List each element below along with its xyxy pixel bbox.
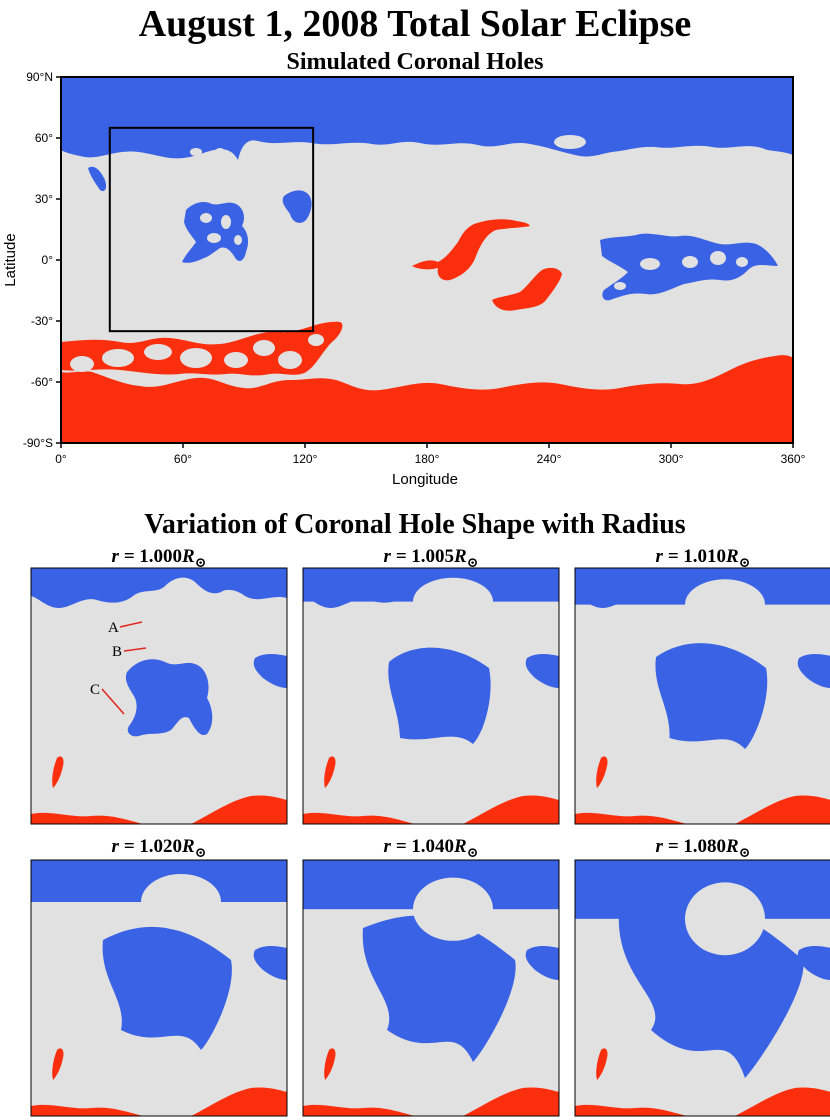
panel-radius-label: r = 1.005R⊙ [383, 546, 479, 571]
y-tick-label: 30° [35, 192, 53, 206]
annotation-arrow [119, 621, 143, 628]
y-tick-label: 60° [35, 131, 53, 145]
panel-frame [302, 567, 560, 825]
polar-hole-gap [685, 579, 765, 630]
polar-hole-gap [141, 874, 221, 930]
annotation-label: B [112, 644, 122, 660]
mid-latitude-gaps [200, 213, 242, 245]
x-axis-ticks: 0° 60° 120° 180° 240° 300° 360° [55, 443, 806, 466]
section-title: Variation of Coronal Hole Shape with Rad… [144, 509, 686, 540]
radius-panel [302, 567, 560, 825]
panel-radius-label: r = 1.000R⊙ [111, 546, 207, 571]
eastern-hole-gaps [614, 251, 748, 290]
small-hole-northwest [88, 166, 107, 192]
x-tick-label: 120° [293, 452, 318, 466]
expanded-hole [102, 926, 232, 1050]
y-tick-label: -60° [31, 375, 53, 389]
annotation-label: C [90, 682, 100, 698]
y-tick-label: 0° [42, 253, 54, 267]
south-polar-hole [61, 355, 793, 443]
zoom-region-box [108, 126, 315, 333]
expanded-hole [388, 647, 491, 744]
equatorial-hole-southeast [492, 267, 562, 311]
radius-panel [574, 567, 830, 825]
y-axis-label: Latitude [2, 233, 19, 286]
panel-frame [30, 567, 288, 825]
annotation-arrow [101, 688, 125, 715]
y-tick-label: -90°S [23, 436, 53, 450]
radius-panel [302, 859, 560, 1117]
x-tick-label: 60° [174, 452, 192, 466]
mid-latitude-hole-cluster [182, 202, 249, 263]
x-axis-label: Longitude [392, 471, 458, 488]
y-axis-ticks: 90°N 60° 30° 0° -30° -60° -90°S [23, 70, 61, 450]
panel-radius-label: r = 1.080R⊙ [655, 836, 751, 861]
x-tick-label: 0° [55, 452, 67, 466]
expanded-hole [618, 900, 804, 1078]
panel-frame [574, 567, 830, 825]
southern-hole-gaps [70, 334, 324, 372]
polar-hole-gap [685, 882, 765, 956]
radius-panel [30, 859, 288, 1117]
panel-radius-label: r = 1.020R⊙ [111, 836, 207, 861]
panel-radius-label: r = 1.010R⊙ [655, 546, 751, 571]
polar-hole-gap [413, 577, 493, 626]
small-hole-north [282, 190, 312, 223]
x-tick-label: 360° [781, 452, 806, 466]
expanded-hole [655, 643, 768, 749]
y-tick-label: -30° [31, 314, 53, 328]
panel-radius-label: r = 1.040R⊙ [383, 836, 479, 861]
radius-panel [30, 567, 288, 825]
annotation-arrow [123, 647, 147, 652]
radius-panels: AB C [30, 567, 830, 1117]
annotation-label: A [108, 620, 119, 636]
x-tick-label: 240° [537, 452, 562, 466]
x-tick-label: 180° [415, 452, 440, 466]
radius-panel [574, 859, 830, 1117]
x-tick-label: 300° [659, 452, 684, 466]
polar-hole-gap [413, 877, 493, 941]
equatorial-hole-east [412, 219, 530, 281]
y-tick-label: 90°N [26, 70, 53, 84]
polar-hole-gaps [190, 135, 586, 156]
north-polar-hole [61, 77, 793, 160]
coronal-hole-map: 0° 60° 120° 180° 240° 300° 360° 90°N 60° 30° 0° -3… [2, 70, 806, 488]
figure-subtitle: Simulated Coronal Holes [286, 49, 544, 75]
expanded-hole [362, 915, 516, 1062]
figure-title: August 1, 2008 Total Solar Eclipse [138, 3, 692, 45]
